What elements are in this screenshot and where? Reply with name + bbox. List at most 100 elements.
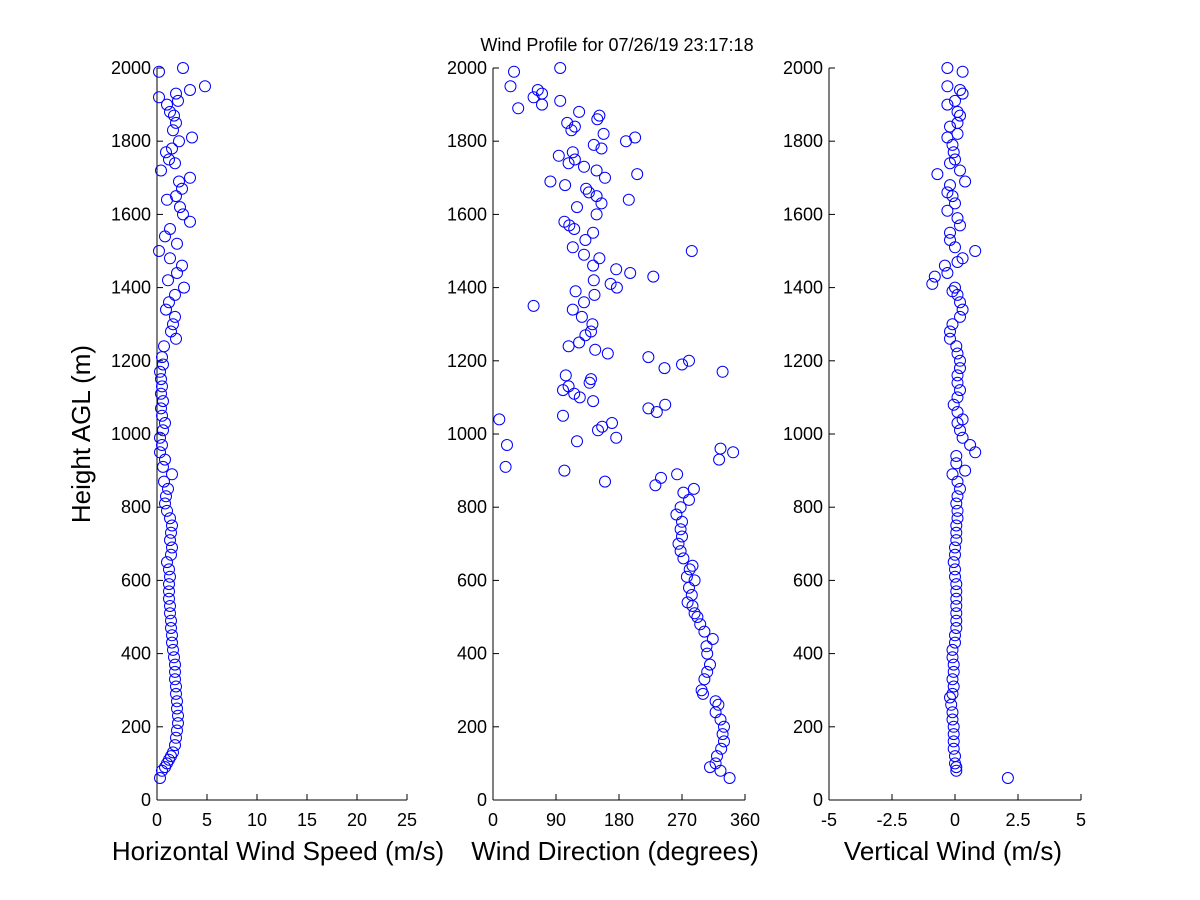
- data-point: [959, 175, 972, 188]
- data-point: [716, 728, 729, 741]
- data-point: [950, 607, 963, 620]
- data-point: [155, 402, 167, 415]
- data-point: [155, 387, 167, 400]
- data-point: [950, 592, 963, 605]
- data-point: [170, 731, 182, 744]
- y-tick-label: 2000: [783, 58, 823, 78]
- data-point: [165, 548, 177, 561]
- data-point: [163, 585, 175, 598]
- data-point: [951, 406, 964, 418]
- data-point: [954, 310, 966, 323]
- data-point: [601, 347, 614, 360]
- x-tick-label: 90: [546, 810, 566, 830]
- data-point: [655, 471, 667, 484]
- data-point: [949, 197, 961, 210]
- data-point: [949, 570, 961, 583]
- data-point: [156, 409, 168, 422]
- data-point: [947, 556, 960, 569]
- y-tick-label: 1400: [783, 278, 823, 298]
- data-point: [954, 296, 966, 309]
- data-point: [585, 373, 597, 386]
- data-point: [566, 241, 579, 254]
- data-point: [941, 131, 954, 144]
- data-point: [153, 65, 165, 78]
- data-point: [588, 288, 601, 301]
- data-point: [941, 267, 954, 279]
- data-point: [944, 691, 956, 704]
- y-tick-label: 600: [793, 570, 823, 590]
- data-point: [674, 501, 687, 514]
- data-point: [590, 208, 603, 221]
- y-axis-label: Height AGL (m): [66, 345, 96, 523]
- data-point: [674, 523, 687, 536]
- data-point: [504, 80, 517, 93]
- data-point: [713, 453, 726, 466]
- data-point: [167, 746, 179, 759]
- data-point: [575, 310, 588, 323]
- x-tick-label: 5: [1076, 810, 1086, 830]
- data-point: [941, 186, 954, 199]
- data-point: [947, 398, 960, 411]
- data-point: [946, 673, 959, 686]
- data-point: [163, 153, 175, 166]
- data-point: [947, 658, 960, 671]
- data-point: [587, 259, 600, 272]
- data-point: [184, 84, 196, 96]
- data-point: [951, 212, 964, 225]
- y-tick-label: 800: [793, 497, 823, 517]
- data-point: [157, 395, 169, 408]
- y-tick-label: 1800: [447, 131, 487, 151]
- data-point: [928, 270, 941, 283]
- y-tick-label: 1600: [783, 204, 823, 224]
- data-point: [946, 687, 959, 700]
- data-point: [949, 757, 961, 770]
- y-tick-label: 1000: [111, 424, 151, 444]
- x-tick-label: 2.5: [1005, 810, 1030, 830]
- data-point: [686, 600, 699, 612]
- x-axis-label: Wind Direction (degrees): [471, 836, 759, 866]
- data-point: [170, 332, 182, 345]
- data-point: [715, 742, 728, 755]
- data-point: [677, 552, 690, 565]
- data-point: [947, 146, 960, 159]
- data-point: [573, 105, 586, 118]
- data-point: [949, 548, 961, 561]
- data-point: [178, 281, 190, 294]
- x-tick-label: 180: [604, 810, 634, 830]
- data-point: [642, 351, 655, 364]
- data-point: [723, 772, 736, 784]
- data-point: [164, 607, 176, 620]
- data-point: [568, 223, 581, 235]
- data-point: [683, 581, 695, 594]
- data-point: [164, 512, 176, 525]
- data-point: [166, 142, 178, 155]
- x-tick-label: 360: [730, 810, 760, 830]
- x-tick-label: -5: [821, 810, 837, 830]
- data-point: [709, 695, 722, 708]
- data-point: [954, 164, 966, 177]
- data-point: [165, 622, 177, 634]
- x-tick-label: 0: [152, 810, 162, 830]
- data-point: [964, 439, 977, 451]
- data-point: [164, 534, 176, 547]
- data-point: [544, 175, 557, 188]
- data-points: [926, 62, 1014, 784]
- data-point: [951, 376, 964, 389]
- data-point: [167, 124, 179, 137]
- data-point: [941, 62, 954, 74]
- data-point: [946, 651, 959, 664]
- y-tick-label: 1400: [111, 278, 151, 298]
- data-point: [954, 482, 966, 495]
- data-point: [941, 80, 954, 93]
- y-tick-label: 0: [813, 790, 823, 810]
- data-point: [946, 643, 959, 656]
- x-tick-label: 10: [247, 810, 267, 830]
- data-point: [578, 296, 590, 309]
- y-tick-label: 1400: [447, 278, 487, 298]
- data-point: [559, 179, 572, 192]
- data-point: [718, 735, 730, 748]
- data-point: [562, 157, 575, 170]
- y-tick-label: 1200: [447, 351, 487, 371]
- data-point: [159, 417, 171, 429]
